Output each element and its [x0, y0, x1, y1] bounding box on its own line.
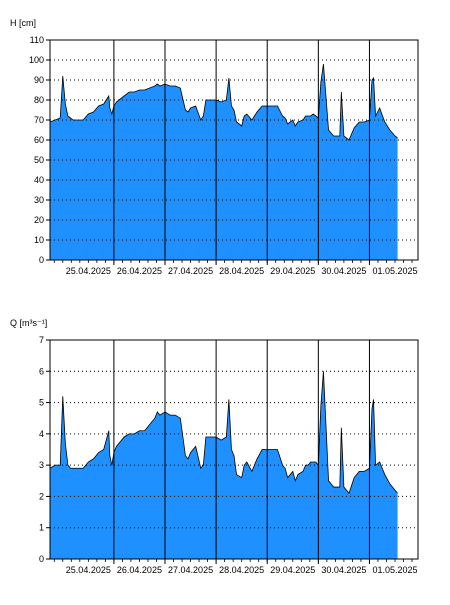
discharge-x-tick-label: 26.04.2025 — [117, 565, 162, 575]
level-y-tick-label: 10 — [34, 235, 44, 245]
discharge-x-tick-label: 29.04.2025 — [270, 565, 315, 575]
discharge-x-tick-label: 01.05.2025 — [372, 565, 417, 575]
discharge-series-edge — [49, 371, 398, 495]
level-x-tick-label: 27.04.2025 — [168, 266, 213, 276]
discharge-y-tick-label: 0 — [39, 554, 44, 564]
level-x-tick-label: 28.04.2025 — [219, 266, 264, 276]
discharge-y-tick-label: 1 — [39, 523, 44, 533]
level-x-tick-label: 01.05.2025 — [372, 266, 417, 276]
level-y-tick-label: 60 — [34, 135, 44, 145]
level-x-tick-label: 25.04.2025 — [66, 266, 111, 276]
level-y-tick-label: 40 — [34, 175, 44, 185]
level-x-tick-label: 26.04.2025 — [117, 266, 162, 276]
level-y-tick-label: 0 — [39, 255, 44, 265]
discharge-y-tick-label: 3 — [39, 460, 44, 470]
level-x-tick-label: 29.04.2025 — [270, 266, 315, 276]
level-y-tick-label: 90 — [34, 75, 44, 85]
level-y-tick-label: 110 — [30, 35, 44, 45]
level-y-tick-label: 20 — [34, 215, 44, 225]
level-y-axis-title: H [cm] — [10, 18, 36, 28]
discharge-area-series — [50, 371, 398, 559]
discharge-y-tick-label: 6 — [39, 366, 44, 376]
discharge-x-tick-label: 25.04.2025 — [66, 565, 111, 575]
level-y-tick-label: 30 — [34, 195, 44, 205]
level-area-series — [50, 64, 398, 260]
discharge-y-axis-title: Q [m³s⁻¹] — [10, 318, 47, 328]
discharge-plot-frame — [49, 339, 419, 560]
discharge-x-tick-label: 28.04.2025 — [219, 565, 264, 575]
level-series-edge — [49, 63, 398, 141]
level-panel: H [cm] 0 10 20 30 40 50 60 70 80 90 100 110 25.04.202… — [10, 18, 419, 276]
discharge-y-tick-label: 5 — [39, 398, 44, 408]
discharge-x-tick-label: 27.04.2025 — [168, 565, 213, 575]
level-y-tick-label: 100 — [29, 55, 44, 65]
discharge-y-tick-label: 4 — [39, 429, 44, 439]
level-plot-frame — [49, 39, 419, 261]
level-x-tick-label: 30.04.2025 — [321, 266, 366, 276]
discharge-y-tick-label: 2 — [39, 491, 44, 501]
level-y-tick-label: 70 — [34, 115, 44, 125]
discharge-y-tick-label: 7 — [39, 335, 44, 345]
level-y-tick-label: 50 — [34, 155, 44, 165]
level-y-tick-label: 80 — [34, 95, 44, 105]
discharge-panel: Q [m³s⁻¹] 0 1 2 3 4 5 6 7 25.04.2025 26.04.2025 27.… — [10, 318, 419, 575]
discharge-x-tick-label: 30.04.2025 — [321, 565, 366, 575]
